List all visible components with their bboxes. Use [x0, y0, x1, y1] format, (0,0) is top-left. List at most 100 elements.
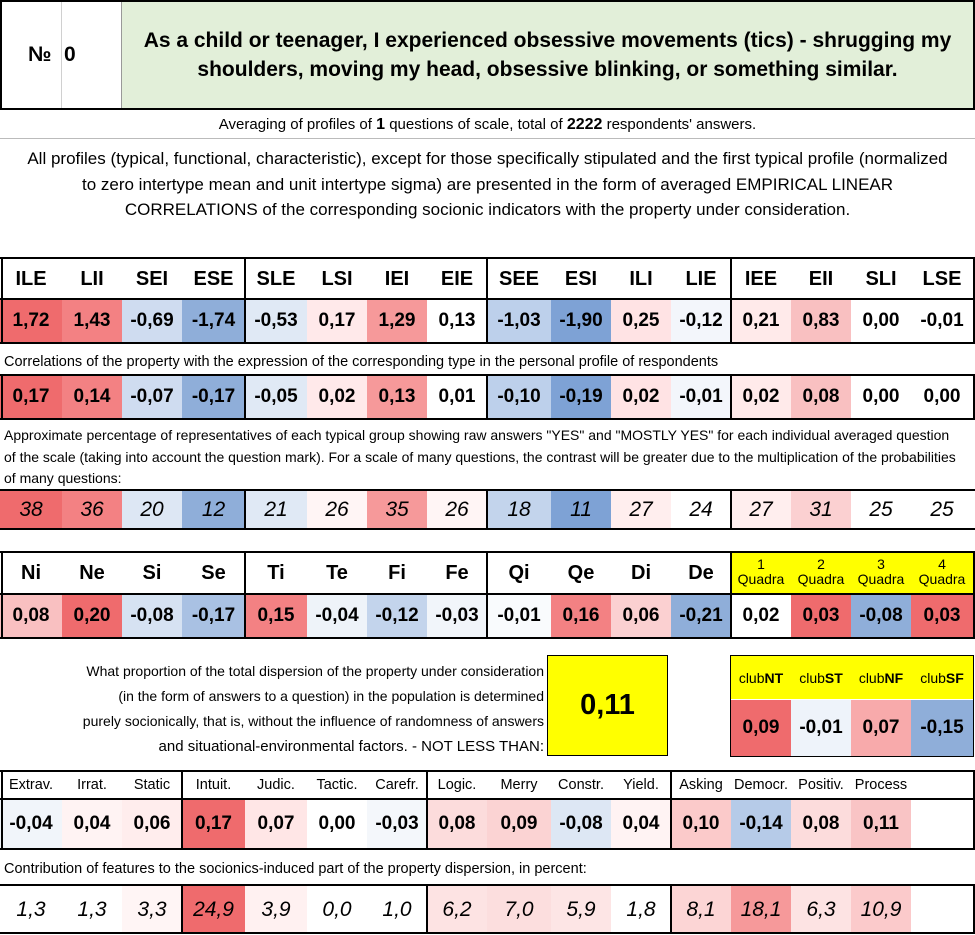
features-group-divider [973, 770, 975, 850]
type-profile-cell: -1,74 [182, 300, 245, 342]
features-group-divider [181, 770, 183, 850]
feature-header: Intuit. [195, 777, 232, 793]
function-value-cell: 0,16 [551, 595, 611, 637]
clubs-frame [730, 655, 974, 757]
corr-group-divider [973, 374, 975, 420]
feature-header: Logic. [437, 777, 477, 793]
features-bottom-border [0, 848, 975, 850]
function-value-cell: 0,15 [245, 595, 307, 637]
quadra-value-cell: -0,08 [851, 595, 911, 637]
contrib-group-divider [670, 884, 672, 934]
feature-value-cell: 0,10 [671, 800, 731, 848]
club-value-cell: -0,15 [911, 700, 973, 756]
type-profile-cell: 0,00 [851, 300, 911, 342]
type-header: IEI [384, 267, 410, 290]
averaging-questions: 1 [376, 116, 386, 133]
type-header: ESI [564, 267, 598, 290]
feature-contribution-cell: 1,8 [611, 886, 671, 933]
type-correlation-cell: -0,17 [182, 376, 245, 418]
features-group-divider [1, 770, 3, 850]
feature-value-cell: 0,04 [611, 800, 671, 848]
feature-contribution-cell: 0,0 [307, 886, 367, 933]
club-header: club SF [911, 656, 973, 699]
function-value-cell: -0,01 [487, 595, 551, 637]
quadra-label: Quadra [857, 571, 905, 587]
contrib-caption: Contribution of features to the socionic… [4, 861, 587, 877]
header-divider-1 [61, 2, 62, 108]
type-percentage-cell: 26 [427, 491, 487, 529]
averaging-line: Averaging of profiles of 1 questions of … [0, 113, 975, 137]
feature-contribution-cell: 18,1 [731, 886, 791, 933]
function-value-cell: 0,20 [62, 595, 122, 637]
type-percentage-cell: 31 [791, 491, 851, 529]
function-value-cell: 0,06 [611, 595, 671, 637]
feature-value-cell: 0,00 [307, 800, 367, 848]
type-correlation-cell: 0,13 [367, 376, 427, 418]
type-percentage-cell: 20 [122, 491, 182, 529]
contrib-top-border [0, 884, 975, 886]
feature-header: Irrat. [77, 777, 107, 793]
type-profile-cell: -0,69 [122, 300, 182, 342]
quadra-label: Quadra [797, 571, 845, 587]
type-header: SEE [498, 267, 540, 290]
corr-group-divider [244, 374, 246, 420]
type-percentage-cell: 24 [671, 491, 731, 529]
club-code: SF [945, 669, 964, 686]
function-header: Di [631, 561, 651, 584]
type-header: ILI [629, 267, 653, 290]
type-profile-cell: 0,17 [307, 300, 367, 342]
type-correlation-cell: 0,14 [62, 376, 122, 418]
type-percentage-cell: 18 [487, 491, 551, 529]
club-header: club NF [851, 656, 911, 699]
club-header: club NT [731, 656, 791, 699]
feature-header: Tactic. [316, 777, 358, 793]
type-correlation-cell: 0,02 [731, 376, 791, 418]
type-profile-cell: 0,13 [427, 300, 487, 342]
functions-group-divider [486, 551, 488, 639]
dispersion-line: (in the form of answers to a question) i… [118, 688, 544, 704]
club-code: ST [824, 669, 843, 686]
type-profile-cell: 0,83 [791, 300, 851, 342]
feature-contribution-cell: 3,3 [122, 886, 182, 933]
feature-contribution-cell: 1,3 [62, 886, 122, 933]
quadra-header: 4 Quadra [911, 553, 973, 593]
function-value-cell: -0,21 [671, 595, 731, 637]
question-text: As a child or teenager, I experienced ob… [122, 2, 973, 108]
corr-group-divider [486, 374, 488, 420]
feature-header: Positiv. [798, 777, 844, 793]
feature-header: Asking [679, 777, 723, 793]
feature-contribution-cell: 24,9 [182, 886, 245, 933]
type-header: EII [808, 267, 834, 290]
club-prefix: club [738, 669, 765, 686]
averaging-middle: questions of scale, total of [385, 116, 567, 133]
function-header: Se [201, 561, 226, 584]
corr-group-divider [730, 374, 732, 420]
feature-value-cell: 0,08 [427, 800, 487, 848]
types-group-divider [973, 257, 975, 344]
quadra-number: 2 [817, 556, 825, 572]
feature-contribution-cell: 10,9 [851, 886, 911, 933]
feature-value-cell: 0,04 [62, 800, 122, 848]
number-label: № [28, 43, 52, 66]
club-header: club ST [791, 656, 851, 699]
feature-contribution-cell: 1,3 [0, 886, 62, 933]
type-percentage-cell: 21 [245, 491, 307, 529]
type-correlation-cell: 0,08 [791, 376, 851, 418]
type-percentage-cell: 35 [367, 491, 427, 529]
type-profile-cell: 0,21 [731, 300, 791, 342]
feature-contribution-cell: 8,1 [671, 886, 731, 933]
type-percentage-cell: 25 [851, 491, 911, 529]
function-value-cell: -0,12 [367, 595, 427, 637]
type-percentage-cell: 25 [911, 491, 973, 529]
pct-bottom-border [0, 528, 975, 530]
function-header: Fe [445, 561, 469, 584]
header-divider-2 [121, 2, 122, 108]
type-correlation-cell: 0,00 [911, 376, 973, 418]
feature-header: Judic. [257, 777, 295, 793]
type-percentage-cell: 11 [551, 491, 611, 529]
club-value-cell: -0,01 [791, 700, 851, 756]
type-header: LSE [922, 267, 962, 290]
type-header: LII [80, 267, 104, 290]
quadra-number: 1 [757, 556, 765, 572]
type-profile-cell: 1,72 [0, 300, 62, 342]
